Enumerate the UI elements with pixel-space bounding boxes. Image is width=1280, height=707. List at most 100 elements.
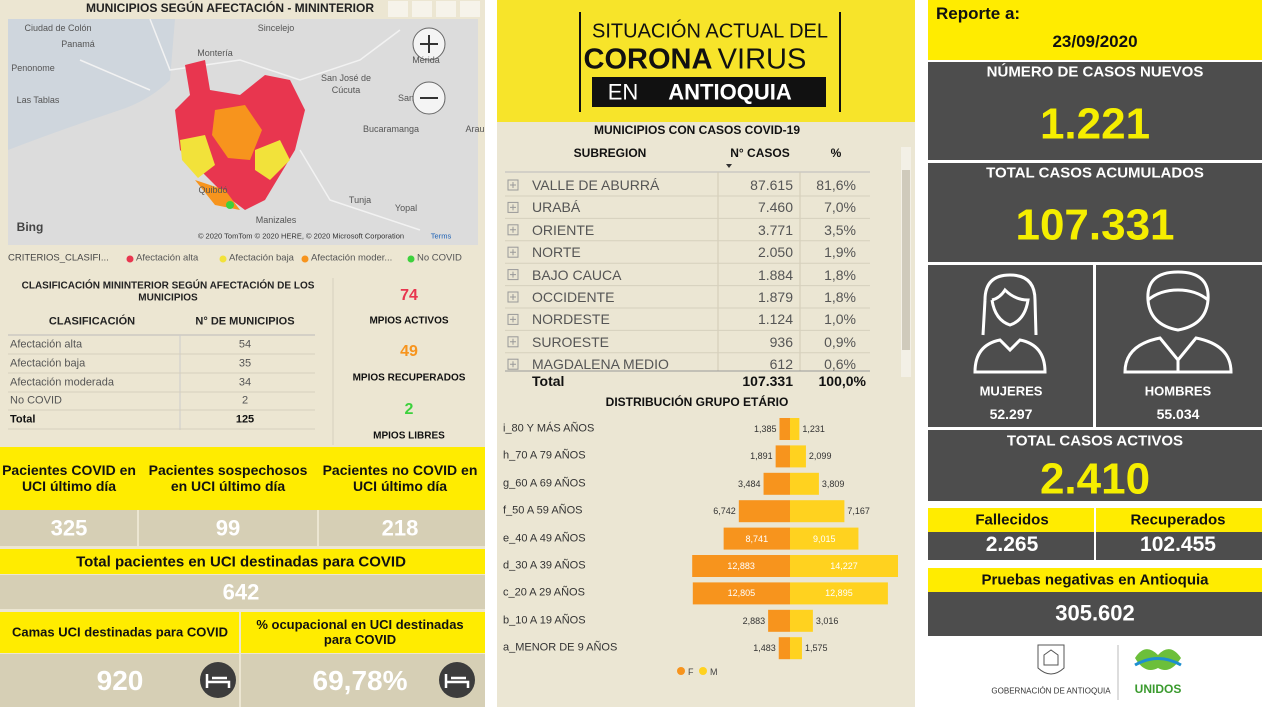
subregion-pct: 3,5% bbox=[824, 221, 856, 238]
legend-dot bbox=[699, 667, 707, 675]
value-label: 3,016 bbox=[815, 615, 839, 626]
map-place: Las Tablas bbox=[16, 94, 60, 105]
woman-icon bbox=[973, 273, 1047, 374]
subregion-cases: 1.879 bbox=[757, 288, 793, 305]
bed-icon bbox=[444, 674, 470, 688]
panel bbox=[385, 0, 483, 18]
bed-icon bbox=[205, 674, 231, 688]
legend-label: Afectación baja bbox=[229, 252, 294, 264]
subregion-name: NORDESTE bbox=[532, 311, 610, 328]
subregion-pct: 1,0% bbox=[824, 311, 856, 328]
map-tool[interactable] bbox=[460, 1, 480, 17]
scroll-thumb[interactable] bbox=[902, 170, 910, 350]
expand-button[interactable] bbox=[507, 269, 519, 281]
unidos-logo-text: UNIDOS bbox=[1134, 682, 1182, 697]
value-label: 1,575 bbox=[804, 643, 828, 654]
row-label: Afectación baja bbox=[10, 357, 86, 370]
status-label: MPIOS LIBRES bbox=[373, 430, 445, 442]
gender-label: HOMBRES bbox=[1144, 383, 1212, 399]
expand-plus bbox=[510, 338, 516, 345]
expand-button[interactable] bbox=[507, 224, 519, 236]
expand-button[interactable] bbox=[507, 201, 519, 213]
subregion-name: URABÁ bbox=[532, 199, 581, 216]
legend-label: F bbox=[688, 666, 694, 677]
value-label: 12,895 bbox=[825, 588, 853, 599]
bar bbox=[790, 445, 806, 468]
map-place: Bucaramanga bbox=[362, 123, 420, 134]
legend-dot bbox=[126, 255, 134, 263]
legend-label: M bbox=[710, 666, 718, 677]
region-none bbox=[226, 201, 234, 209]
subregion-name: ORIENTE bbox=[532, 221, 595, 238]
map-place: Penonome bbox=[11, 62, 55, 73]
subregion-cases: 7.460 bbox=[757, 199, 793, 216]
value-label: 14,227 bbox=[830, 560, 858, 571]
panel bbox=[928, 568, 1262, 592]
icu-value: 218 bbox=[381, 515, 419, 541]
header-frame bbox=[579, 12, 841, 112]
table-title: MUNICIPIOS CON CASOS COVID-19 bbox=[593, 123, 801, 138]
column-header: CLASIFICACIÓN bbox=[48, 315, 136, 328]
column-header: N° CASOS bbox=[730, 146, 790, 161]
panel bbox=[497, 122, 915, 392]
header-corona: CORONA bbox=[583, 43, 713, 76]
map-place: Arau bbox=[465, 123, 485, 134]
map-copyright: © 2020 TomTom © 2020 HERE, © 2020 Micros… bbox=[197, 231, 405, 241]
status-label: MPIOS ACTIVOS bbox=[369, 315, 449, 327]
map-place: Panamá bbox=[61, 38, 95, 49]
expand-plus bbox=[510, 204, 516, 211]
expand-button[interactable] bbox=[507, 291, 519, 303]
map-place: Tunja bbox=[348, 194, 372, 205]
status-label: MPIOS RECUPERADOS bbox=[352, 372, 466, 384]
legend-title: CRITERIOS_CLASIFI... bbox=[8, 252, 109, 264]
subregion-cases: 2.050 bbox=[757, 244, 793, 261]
map-terms: Terms bbox=[430, 231, 452, 241]
chart-title: DISTRIBUCIÓN GRUPO ETÁRIO bbox=[605, 395, 789, 410]
panel bbox=[1096, 265, 1262, 427]
bar bbox=[763, 472, 790, 495]
sea bbox=[8, 19, 175, 150]
expand-button[interactable] bbox=[507, 336, 519, 348]
beds-value: 69,78% bbox=[312, 664, 408, 696]
map-tool[interactable] bbox=[412, 1, 432, 17]
expand-plus bbox=[510, 271, 516, 278]
bar bbox=[790, 637, 802, 660]
row-value: 2 bbox=[241, 394, 249, 407]
subregion-name: OCCIDENTE bbox=[532, 288, 615, 305]
bar bbox=[790, 555, 898, 577]
bar bbox=[790, 609, 813, 632]
expand-button[interactable] bbox=[507, 246, 519, 258]
value-label: 7,167 bbox=[847, 506, 870, 517]
subregion-name: BAJO CAUCA bbox=[532, 266, 622, 283]
sort-arrow bbox=[726, 164, 732, 168]
expand-button[interactable] bbox=[507, 179, 519, 191]
map-place: San bbox=[397, 92, 415, 103]
column-header: SUBREGION bbox=[573, 146, 647, 161]
subregion-name: VALLE DE ABURRÁ bbox=[532, 176, 660, 193]
kpi-label: Recuperados bbox=[1130, 511, 1226, 529]
expand-button[interactable] bbox=[507, 358, 519, 370]
row-label: Afectación alta bbox=[10, 338, 83, 351]
legend-dot bbox=[677, 667, 685, 675]
value-label: 3,484 bbox=[738, 478, 761, 489]
panel bbox=[0, 654, 485, 707]
map-place: Yopal bbox=[394, 202, 418, 213]
panel bbox=[0, 575, 485, 609]
panel bbox=[928, 163, 1262, 262]
government-logo: GOBERNACIÓN DE ANTIOQUIA bbox=[991, 686, 1111, 696]
row-value: 54 bbox=[238, 338, 252, 351]
status-value: 49 bbox=[400, 342, 418, 360]
beds-label: % ocupacional en UCI destinadas para COV… bbox=[256, 617, 464, 647]
bar bbox=[775, 445, 790, 468]
panel bbox=[497, 371, 897, 391]
subregion-cases: 612 bbox=[769, 356, 793, 373]
map-tool[interactable] bbox=[436, 1, 456, 17]
expand-button[interactable] bbox=[507, 313, 519, 325]
value-label: 1,231 bbox=[802, 423, 825, 434]
bed-icon bbox=[439, 662, 475, 698]
value-label: 12,883 bbox=[727, 560, 755, 571]
subregion-cases: 1.884 bbox=[757, 266, 793, 283]
kpi-label: TOTAL CASOS ACTIVOS bbox=[1006, 432, 1184, 450]
bar bbox=[778, 637, 790, 660]
map-tool[interactable] bbox=[388, 1, 408, 17]
